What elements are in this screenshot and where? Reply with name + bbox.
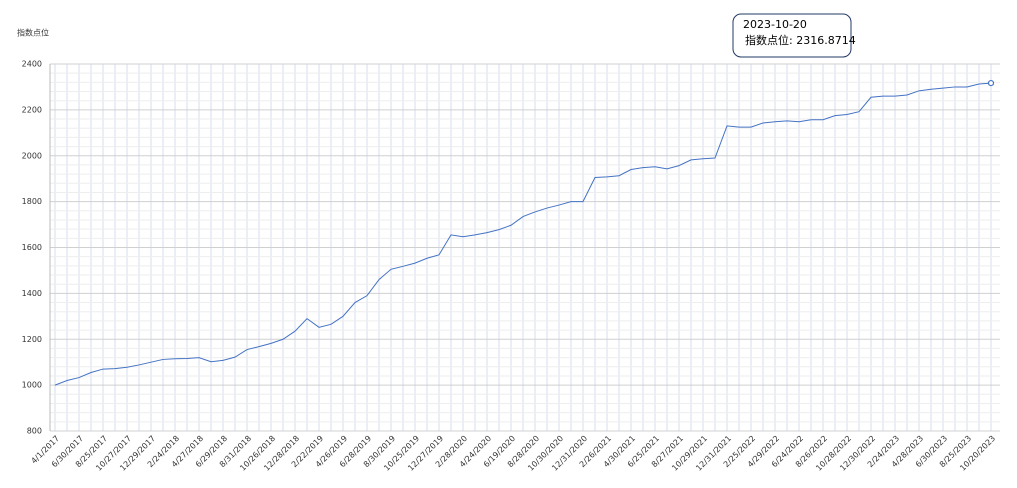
y-tick-label: 1600 [22,243,42,252]
y-tick-label: 1800 [22,197,42,206]
y-tick-label: 2000 [22,151,42,160]
y-tick-label: 1200 [22,335,42,344]
tooltip-title: 2023-10-20 [743,18,807,31]
tooltip-label: 指数点位: 2316.8714 [745,33,856,47]
hover-point [987,79,995,87]
y-tick-label: 2400 [22,60,42,69]
y-axis-title: 指数点位 [17,28,49,38]
tooltip-box [732,13,852,58]
grid [49,63,1000,432]
y-tick-label: 1000 [22,381,42,390]
y-tick-label: 2200 [22,105,42,114]
y-tick-label: 800 [27,427,42,436]
tooltip: 2023-10-20 指数点位: 2316.8714 [732,13,856,58]
y-tick-label: 1400 [22,289,42,298]
line [54,82,992,386]
